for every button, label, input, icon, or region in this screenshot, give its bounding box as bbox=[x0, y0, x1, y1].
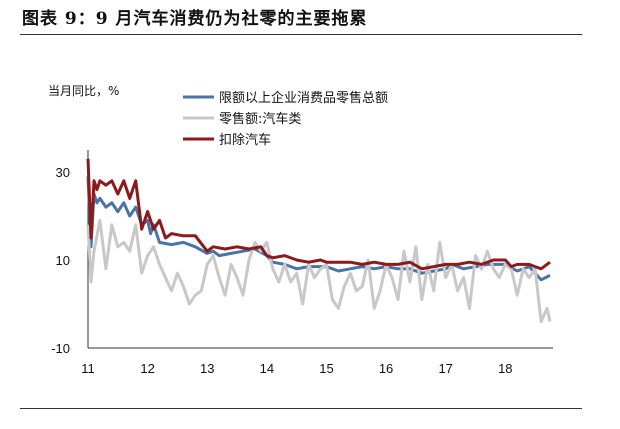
x-tick-label: 14 bbox=[260, 361, 274, 376]
bottom-rule bbox=[20, 408, 582, 409]
y-tick-label: 10 bbox=[56, 253, 70, 268]
title-rule bbox=[20, 34, 582, 35]
y-ticks: -10 10 30 bbox=[51, 165, 70, 356]
legend-label-0: 限额以上企业消费品零售总额 bbox=[219, 90, 388, 106]
x-tick-label: 16 bbox=[379, 361, 393, 376]
legend: 限额以上企业消费品零售总额 零售额:汽车类 扣除汽车 bbox=[183, 90, 388, 148]
x-tick-label: 12 bbox=[140, 361, 154, 376]
series-layer bbox=[86, 158, 552, 324]
x-ticks: 11 12 13 14 15 16 17 18 bbox=[81, 361, 512, 376]
figure-title: 图表 9：9 月汽车消费仍为社零的主要拖累 bbox=[22, 9, 368, 29]
y-tick-label: 30 bbox=[56, 165, 70, 180]
legend-label-1: 零售额:汽车类 bbox=[219, 111, 301, 127]
x-tick-label: 18 bbox=[498, 361, 512, 376]
x-tick-label: 11 bbox=[81, 361, 95, 376]
x-tick-label: 15 bbox=[319, 361, 333, 376]
y-tick-label: -10 bbox=[51, 341, 70, 356]
legend-label-2: 扣除汽车 bbox=[219, 132, 271, 148]
y-axis-label: 当月同比，% bbox=[48, 84, 119, 98]
x-tick-label: 17 bbox=[438, 361, 452, 376]
x-tick-label: 13 bbox=[200, 361, 214, 376]
series-line-2 bbox=[86, 158, 551, 271]
